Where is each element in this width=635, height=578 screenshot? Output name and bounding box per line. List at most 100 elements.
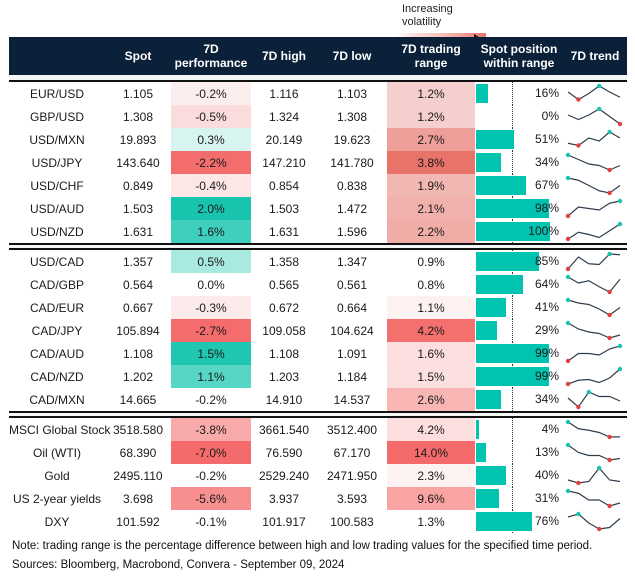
sparkline (567, 389, 621, 410)
table-row: MSCI Global Stock 3518.580 -3.8% 3661.540 35… (9, 417, 627, 441)
position-cell: 40% (475, 464, 563, 487)
trend-cell (563, 197, 627, 220)
trading-range-value: 2.6% (387, 388, 475, 412)
max-point (617, 221, 623, 227)
group-divider (9, 75, 627, 82)
instrument-name: USD/MXN (29, 132, 85, 147)
min-point (607, 167, 612, 173)
trend-line (567, 223, 621, 240)
max-point (607, 251, 612, 257)
min-point (607, 190, 612, 196)
min-point (576, 97, 581, 102)
spot-value: 143.640 (116, 155, 160, 170)
min-point (607, 434, 612, 440)
position-cell: 99% (475, 365, 563, 388)
instrument-name: US 2-year yields (12, 491, 102, 506)
position-bar (476, 489, 499, 508)
performance-value: -2.7% (171, 319, 251, 342)
trend-cell (563, 174, 627, 197)
position-cell: 99% (475, 342, 563, 365)
spot-value: 1.631 (122, 224, 154, 239)
spot-value: 19.893 (119, 132, 157, 147)
instrument-name: GBP/USD (29, 109, 84, 124)
high-value: 1.503 (268, 201, 300, 216)
min-point (607, 289, 612, 295)
position-label: 40% (534, 468, 559, 482)
instrument-name: CAD/EUR (29, 300, 84, 315)
sparkline (565, 320, 621, 341)
trading-range-value: 1.5% (387, 365, 475, 388)
trend-line (567, 108, 621, 125)
trend-cell (563, 319, 627, 342)
sparkline (565, 488, 621, 509)
max-point (597, 465, 602, 471)
min-point (607, 312, 612, 318)
max-point (597, 83, 602, 89)
trading-range-value: 3.8% (387, 151, 475, 174)
high-value: 0.854 (268, 178, 300, 193)
midpoint-line (512, 105, 513, 128)
min-point (576, 404, 581, 410)
position-label: 85% (534, 254, 559, 268)
max-point (576, 511, 581, 517)
trend-cell (563, 365, 627, 388)
table-row: CAD/GBP 0.564 0.0% 0.565 0.561 0.8% 64% (9, 273, 627, 296)
trend-line (567, 200, 621, 217)
spot-value: 68.390 (119, 445, 157, 460)
spot-value: 0.564 (122, 277, 154, 292)
trend-cell (563, 151, 627, 174)
min-point (565, 381, 571, 387)
performance-value: 0.5% (171, 249, 251, 273)
trend-cell (563, 273, 627, 296)
table-row: CAD/AUD 1.108 1.5% 1.108 1.091 1.6% 99% (9, 342, 627, 365)
trend-line (567, 131, 621, 147)
sparkline (565, 221, 623, 242)
performance-value: 1.1% (171, 365, 251, 388)
max-point (617, 198, 623, 204)
spot-value: 1.308 (122, 109, 154, 124)
trend-line (567, 444, 621, 461)
position-bar (476, 512, 533, 531)
table-row: CAD/EUR 0.667 -0.3% 0.672 0.664 1.1% 41% (9, 296, 627, 319)
header-name (9, 37, 105, 75)
high-value: 101.917 (262, 514, 306, 529)
trading-range-value: 9.6% (387, 487, 475, 510)
trend-cell (563, 441, 627, 464)
spot-value: 1.503 (122, 201, 154, 216)
position-label: 29% (534, 323, 559, 337)
table-wrapper: Spot 7D performance 7D high 7D low 7D tradin… (9, 37, 627, 575)
position-bar (476, 321, 498, 340)
position-bar (476, 275, 524, 294)
low-value: 2471.950 (326, 468, 378, 483)
divider-cell (9, 75, 627, 82)
performance-value: 0.3% (171, 128, 251, 151)
performance-value: -0.2% (171, 464, 251, 487)
high-value: 1.631 (268, 224, 300, 239)
position-cell: 51% (475, 128, 563, 151)
sparkline (567, 129, 621, 148)
low-value: 104.624 (330, 323, 374, 338)
instrument-name: Oil (WTI) (33, 445, 81, 460)
trend-line (567, 154, 621, 171)
spot-value: 2495.110 (113, 468, 163, 483)
position-cell: 0% (475, 105, 563, 128)
position-cell: 85% (475, 249, 563, 273)
min-point (607, 335, 612, 341)
sparkline (567, 83, 621, 102)
trading-range-value: 2.3% (387, 464, 475, 487)
instrument-name: CAD/JPY (31, 323, 83, 338)
position-bar (476, 443, 486, 462)
spot-value: 3518.580 (112, 422, 164, 437)
instrument-name: CAD/GBP (29, 277, 84, 292)
divider-cell (9, 411, 627, 418)
max-point (617, 366, 623, 372)
trading-range-value: 1.3% (387, 510, 475, 533)
trading-range-value: 1.2% (387, 81, 475, 105)
spot-value: 1.105 (122, 86, 154, 101)
instrument-name: USD/CAD (29, 254, 84, 269)
position-label: 31% (534, 491, 559, 505)
low-value: 1.308 (336, 109, 368, 124)
trading-range-value: 0.9% (387, 249, 475, 273)
performance-value: -7.0% (171, 441, 251, 464)
position-cell: 4% (475, 417, 563, 441)
